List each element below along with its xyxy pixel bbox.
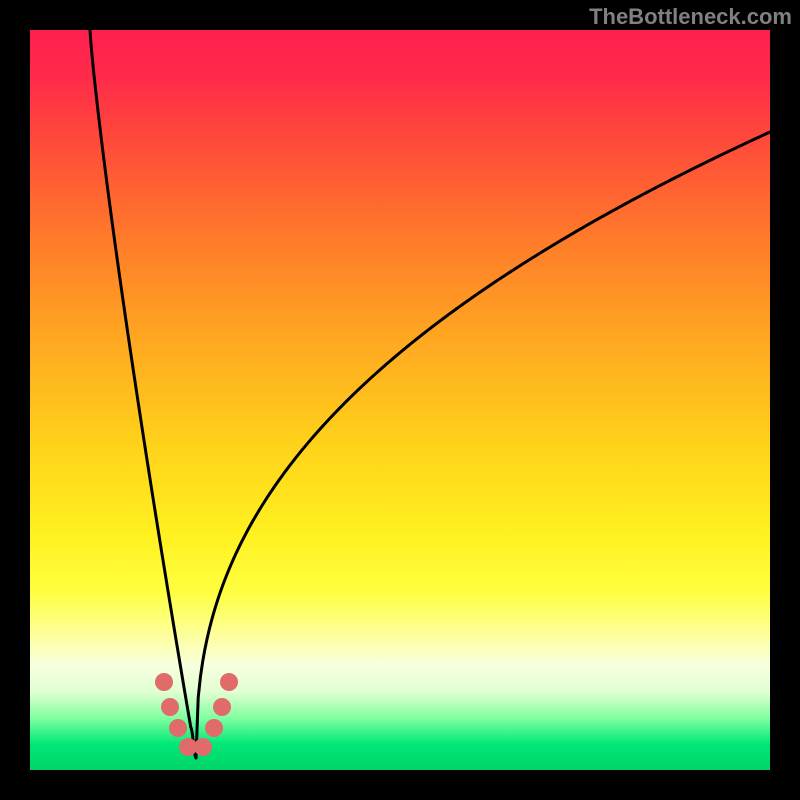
curve-marker <box>161 698 179 716</box>
chart-container: TheBottleneck.com <box>0 0 800 800</box>
curve-marker <box>169 719 187 737</box>
watermark-text: TheBottleneck.com <box>589 0 800 30</box>
curve-marker <box>155 673 173 691</box>
gradient-background <box>30 30 770 770</box>
bottleneck-chart <box>0 0 800 800</box>
curve-marker <box>205 719 223 737</box>
curve-marker <box>220 673 238 691</box>
curve-marker <box>213 698 231 716</box>
curve-marker <box>194 738 212 756</box>
